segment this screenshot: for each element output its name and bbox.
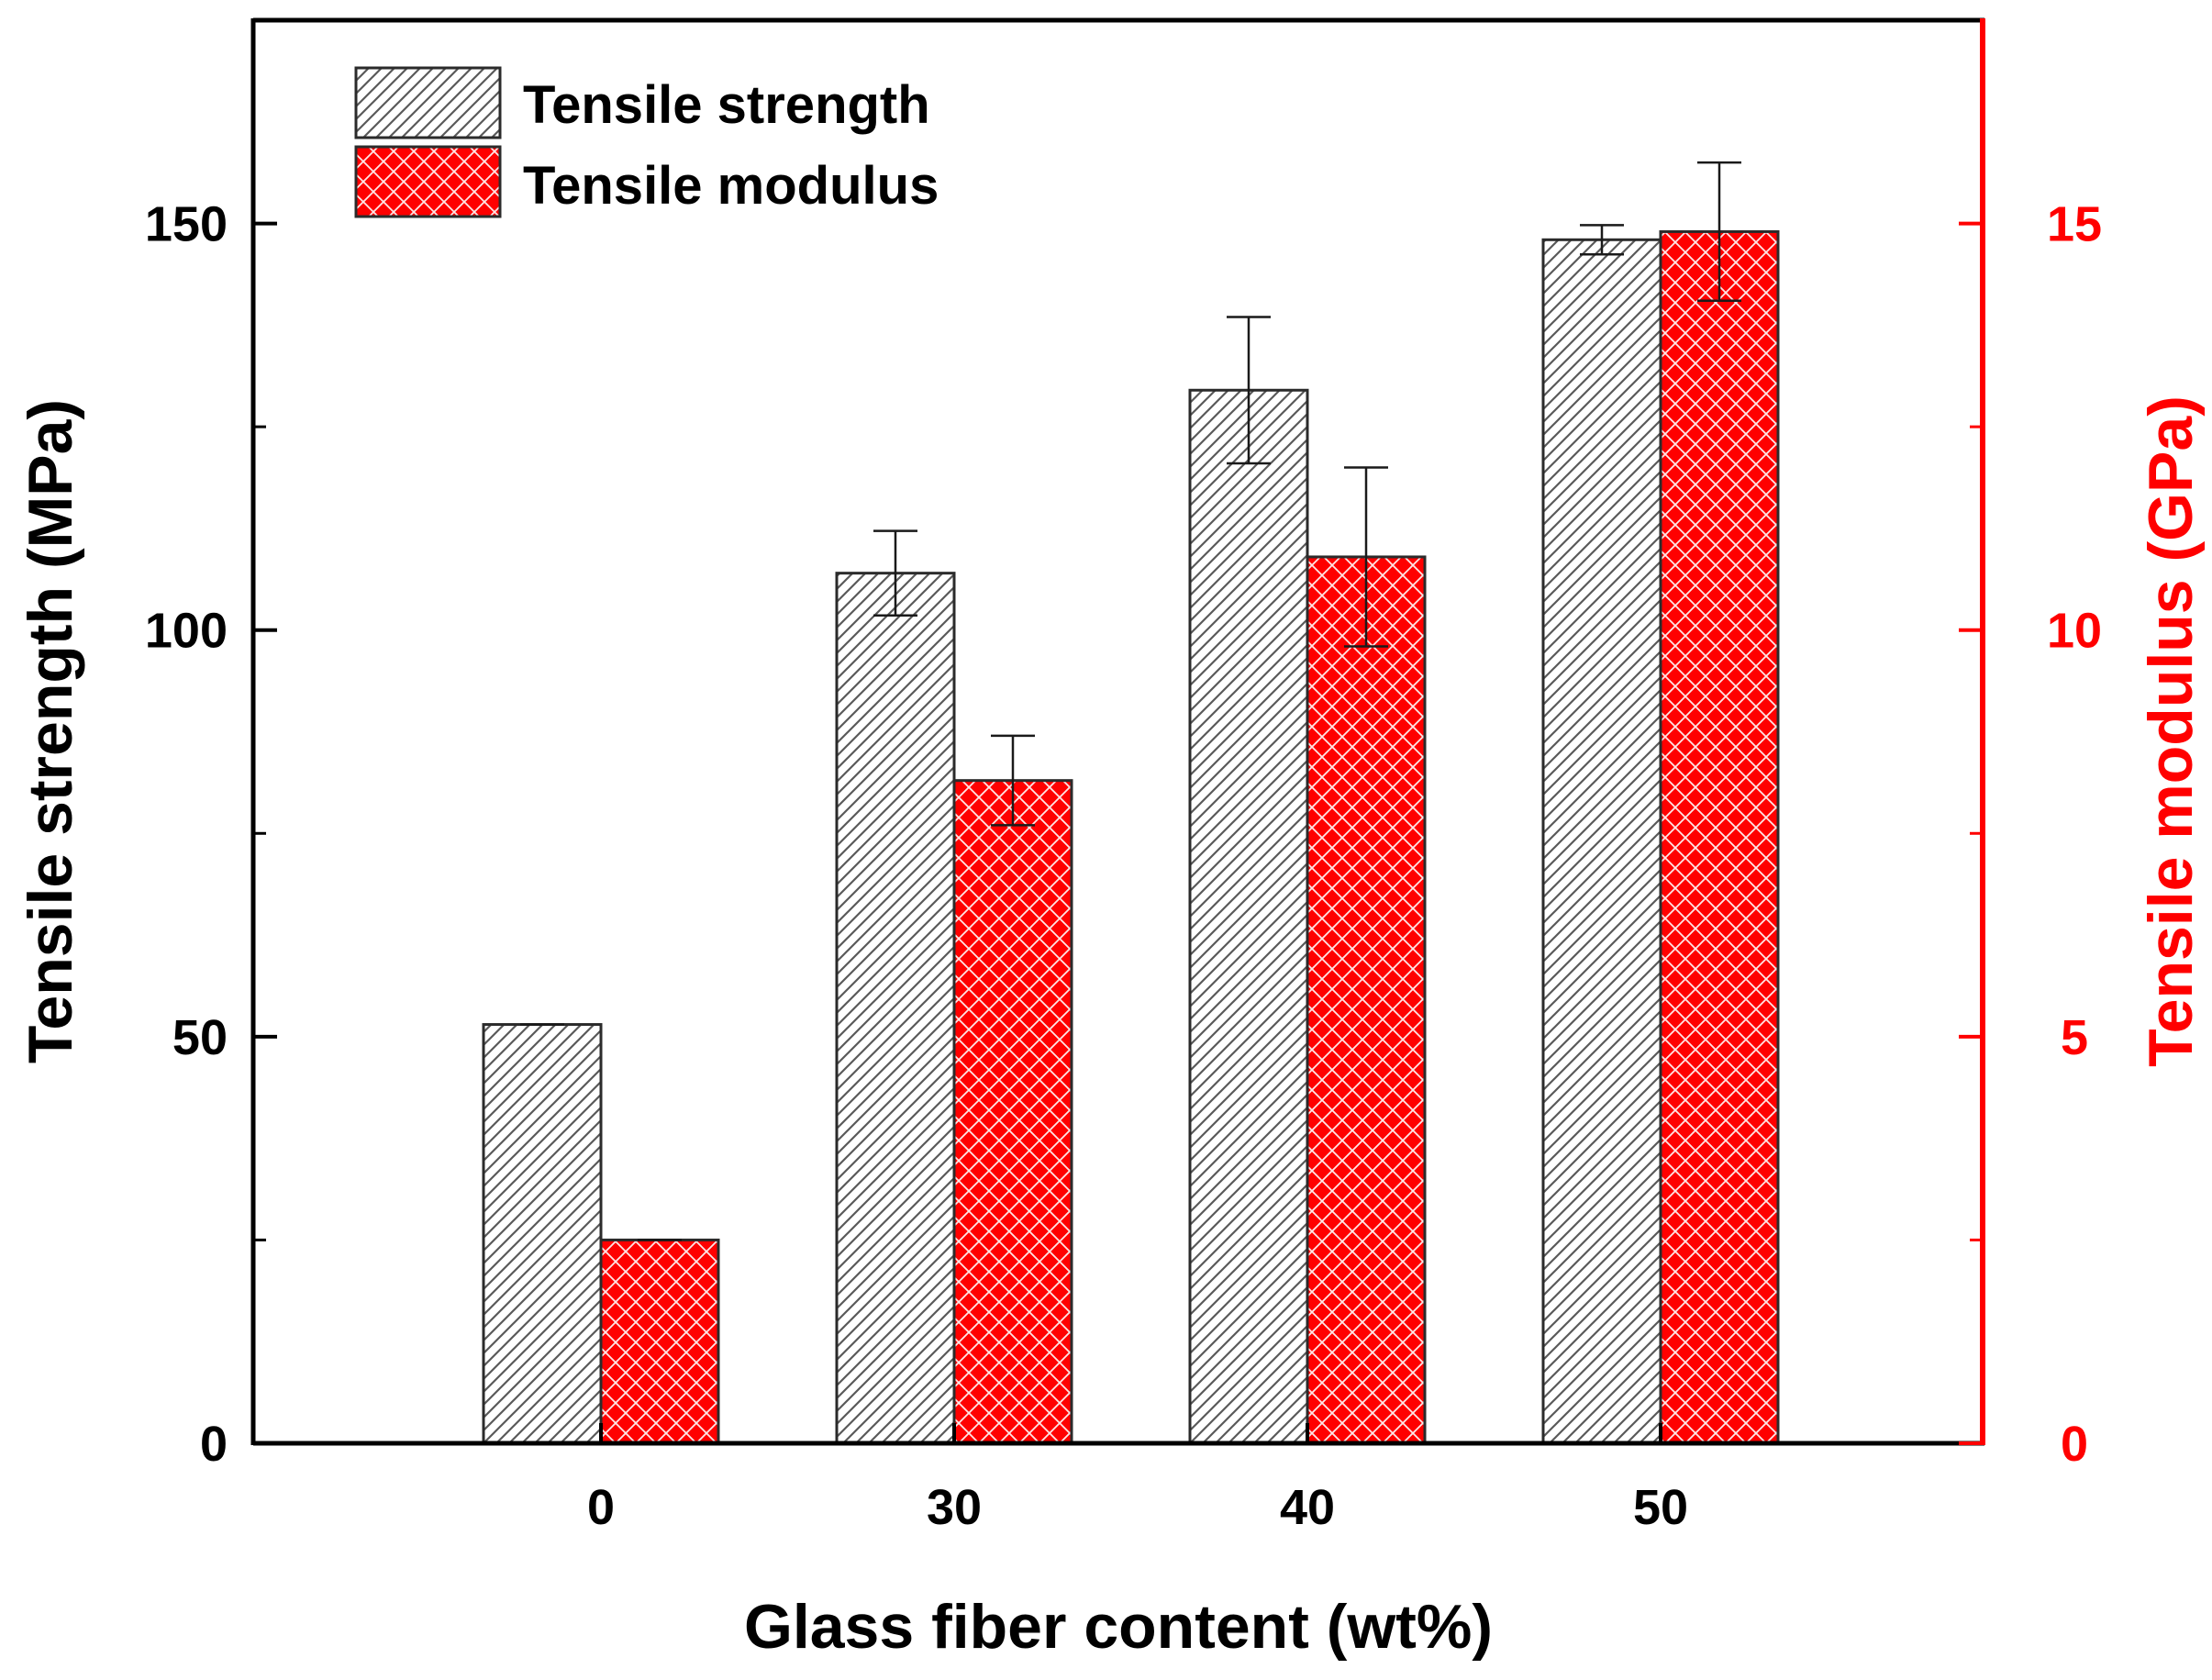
- legend-swatch-tensile-modulus: [356, 147, 500, 217]
- x-tick-label: 30: [927, 1480, 982, 1535]
- bar-tensile-modulus-50: [1661, 231, 1778, 1443]
- bar-tensile-modulus-30: [954, 781, 1072, 1443]
- x-axis-title: Glass fiber content (wt%): [744, 1592, 1493, 1662]
- y2-axis-title: Tensile modulus (GPa): [2136, 395, 2206, 1067]
- y-tick-label: 150: [145, 197, 228, 252]
- y2-tick-label: 10: [2047, 604, 2102, 659]
- bar-tensile-strength-40: [1190, 390, 1307, 1443]
- bar-tensile-strength-50: [1543, 239, 1661, 1443]
- bars-layer: [484, 231, 1778, 1443]
- bar-tensile-strength-0: [484, 1025, 601, 1443]
- bar-tensile-modulus-40: [1307, 557, 1425, 1443]
- legend: Tensile strength Tensile modulus: [356, 68, 939, 217]
- legend-label-tensile-modulus: Tensile modulus: [523, 156, 939, 216]
- x-tick-label: 40: [1280, 1480, 1335, 1535]
- y-tick-label: 100: [145, 604, 228, 659]
- legend-swatch-tensile-strength: [356, 68, 500, 138]
- y-tick-label: 0: [200, 1417, 228, 1472]
- y2-tick-label: 5: [2061, 1010, 2088, 1065]
- chart: 0 50 100 150 0 5 10 15 0 30 40 50 Glass fiber conte…: [0, 0, 2212, 1675]
- y-axis-title: Tensile strength (MPa): [16, 399, 85, 1063]
- bar-tensile-strength-30: [837, 573, 954, 1443]
- x-tick-label: 50: [1633, 1480, 1688, 1535]
- y-tick-label: 50: [172, 1010, 228, 1065]
- y2-tick-label: 15: [2047, 197, 2102, 252]
- x-tick-label: 0: [587, 1480, 615, 1535]
- bar-tensile-modulus-0: [601, 1240, 718, 1443]
- chart-svg: 0501001500510150 30 40 50 Glass fiber conte…: [0, 0, 2212, 1675]
- legend-label-tensile-strength: Tensile strength: [523, 75, 930, 135]
- y2-tick-label: 0: [2061, 1417, 2088, 1472]
